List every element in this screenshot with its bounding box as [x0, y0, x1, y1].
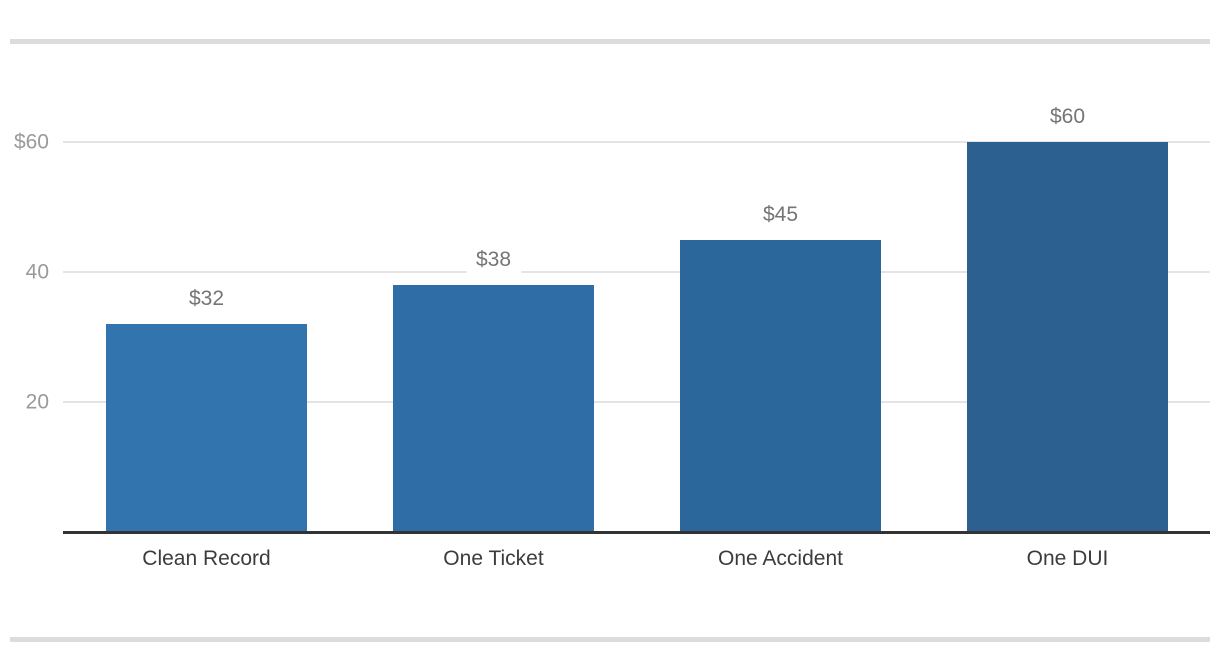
y-tick-label-40: 40 [25, 260, 49, 284]
x-axis-line [63, 531, 1210, 534]
value-label-clean-record: $32 [178, 286, 235, 312]
y-tick-label-20: 20 [25, 390, 49, 414]
value-label-one-accident: $45 [752, 201, 809, 228]
bar-clean-record [106, 324, 307, 532]
gridline-20 [63, 401, 1210, 403]
value-label-one-ticket: $38 [465, 247, 522, 273]
gridline-60 [63, 141, 1210, 143]
bottom-divider [10, 637, 1210, 642]
value-label-one-dui: $60 [1039, 104, 1096, 130]
bar-one-accident [680, 239, 881, 532]
bar-one-dui [967, 142, 1168, 532]
x-tick-label-one-accident: One Accident [718, 547, 843, 570]
x-tick-label-one-dui: One DUI [1026, 547, 1109, 570]
top-divider [10, 39, 1210, 44]
x-tick-label-one-ticket: One Ticket [443, 547, 544, 570]
bar-one-ticket [393, 285, 594, 532]
y-tick-label-60: $60 [13, 130, 49, 154]
gridline-40 [63, 271, 1210, 273]
x-tick-label-clean-record: Clean Record [142, 547, 271, 570]
